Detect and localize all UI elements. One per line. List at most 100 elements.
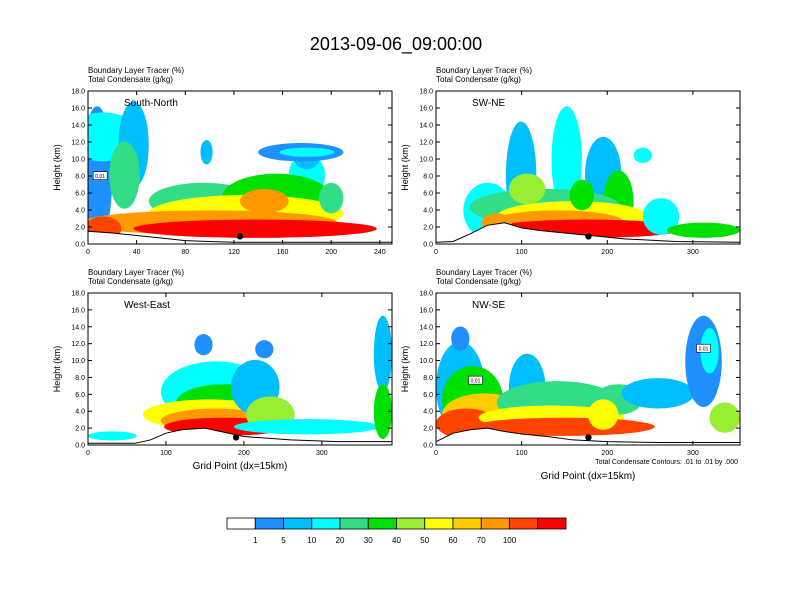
y-tick-label: 0.0	[423, 443, 433, 450]
colorbar-label: 5	[281, 536, 286, 545]
contour-label: 0.01	[471, 379, 481, 385]
plot-area	[88, 101, 392, 244]
x-tick-label: 100	[516, 450, 528, 457]
colorbar-label: 60	[449, 536, 458, 545]
x-tick-label: 200	[601, 249, 613, 256]
contour-label-box	[92, 171, 108, 180]
y-axis-label: Height (km)	[400, 346, 410, 393]
terrain-profile	[436, 222, 740, 244]
y-tick-label: 6.0	[75, 191, 85, 198]
x-tick-label: 200	[238, 450, 250, 457]
tracer-shading-14	[709, 402, 740, 433]
x-axis-label: Grid Point (dx=15km)	[541, 471, 636, 482]
panel-1: Boundary Layer Tracer (%)Total Condensat…	[52, 66, 393, 256]
y-tick-label: 10.0	[71, 358, 85, 365]
x-tick-label: 300	[687, 249, 699, 256]
panel-label: SW-NE	[472, 98, 505, 109]
panel-field-subtitle: Total Condensate (g/kg)	[88, 277, 173, 286]
y-tick-label: 16.0	[71, 106, 85, 113]
x-tick-label: 80	[181, 249, 189, 256]
x-tick-label: 0	[86, 450, 90, 457]
panel-frame	[87, 292, 393, 446]
panel-frame	[435, 292, 741, 446]
y-tick-label: 14.0	[71, 324, 85, 331]
x-tick-label: 100	[160, 450, 172, 457]
y-tick-label: 8.0	[423, 375, 433, 382]
y-tick-label: 18.0	[71, 89, 85, 96]
surface-marker	[232, 434, 240, 441]
colorbar-swatch-3	[283, 517, 313, 530]
tracer-shading-15	[240, 188, 289, 214]
tracer-shading-16	[319, 182, 344, 214]
plot-area	[436, 106, 740, 244]
panel-field-subtitle: Total Condensate (g/kg)	[88, 75, 173, 84]
y-tick-label: 10.0	[419, 358, 433, 365]
y-tick-label: 6.0	[75, 392, 85, 399]
colorbar-swatch-9	[452, 517, 482, 530]
x-tick-label: 0	[86, 249, 90, 256]
y-tick-label: 14.0	[71, 123, 85, 130]
tracer-shading-9	[255, 340, 274, 359]
y-tick-label: 2.0	[423, 426, 433, 433]
tracer-shading-11	[621, 378, 695, 409]
tracer-shading-12	[200, 139, 213, 165]
panel-label: NW-SE	[472, 300, 505, 311]
colorbar-swatch-5	[339, 517, 369, 530]
y-tick-label: 4.0	[75, 208, 85, 215]
y-tick-label: 18.0	[419, 89, 433, 96]
panel-2: Boundary Layer Tracer (%)Total Condensat…	[400, 66, 741, 256]
colorbar-swatch-12	[537, 517, 567, 530]
y-tick-label: 12.0	[71, 341, 85, 348]
panel-4: Boundary Layer Tracer (%)Total Condensat…	[400, 268, 741, 482]
colorbar-swatch-1	[226, 517, 256, 530]
tracer-shading-13	[508, 173, 546, 205]
y-tick-label: 2.0	[423, 225, 433, 232]
tracer-shading-14	[279, 147, 335, 157]
surface-marker	[585, 434, 592, 441]
colorbar-label: 10	[307, 536, 316, 545]
tracer-shading-10	[642, 198, 680, 235]
y-tick-label: 14.0	[419, 123, 433, 130]
contour-label-box	[696, 343, 711, 353]
panel-field-subtitle: Total Condensate (g/kg)	[436, 277, 521, 286]
y-tick-label: 4.0	[75, 409, 85, 416]
y-tick-label: 0.0	[75, 443, 85, 450]
x-tick-label: 0	[434, 450, 438, 457]
contour-label-box	[468, 375, 483, 385]
y-tick-label: 12.0	[419, 140, 433, 147]
panel-field-title: Boundary Layer Tracer (%)	[436, 66, 532, 75]
y-axis-label: Height (km)	[400, 144, 410, 191]
colorbar-label: 40	[392, 536, 401, 545]
colorbar-swatch-6	[367, 517, 397, 530]
x-tick-label: 100	[516, 249, 528, 256]
tracer-shading-4	[109, 141, 140, 209]
y-tick-label: 2.0	[75, 225, 85, 232]
y-tick-label: 2.0	[75, 426, 85, 433]
x-axis-label: Grid Point (dx=15km)	[193, 461, 288, 472]
colorbar-label: 70	[477, 536, 486, 545]
y-tick-label: 8.0	[75, 174, 85, 181]
y-axis-label: Height (km)	[52, 346, 62, 393]
surface-marker	[236, 233, 244, 240]
tracer-shading-15	[451, 326, 470, 351]
tracer-shading-10	[588, 399, 619, 430]
y-tick-label: 8.0	[75, 375, 85, 382]
y-tick-label: 6.0	[423, 191, 433, 198]
colorbar-swatch-2	[254, 517, 284, 530]
y-tick-label: 18.0	[419, 291, 433, 298]
y-tick-label: 16.0	[419, 106, 433, 113]
contour-label: 0.01	[95, 174, 105, 180]
y-tick-label: 14.0	[419, 324, 433, 331]
y-tick-label: 8.0	[423, 174, 433, 181]
x-tick-label: 200	[325, 249, 337, 256]
tracer-shading-12	[373, 384, 392, 439]
y-tick-label: 0.0	[75, 242, 85, 249]
tracer-shading-13	[88, 431, 137, 441]
colorbar-label: 20	[336, 536, 345, 545]
figure-title: 2013-09-06_09:00:00	[310, 34, 482, 55]
panel-field-title: Boundary Layer Tracer (%)	[88, 268, 184, 277]
tracer-shading-12	[633, 147, 652, 163]
terrain-profile	[88, 230, 392, 244]
panels-group: Boundary Layer Tracer (%)Total Condensat…	[52, 66, 741, 482]
